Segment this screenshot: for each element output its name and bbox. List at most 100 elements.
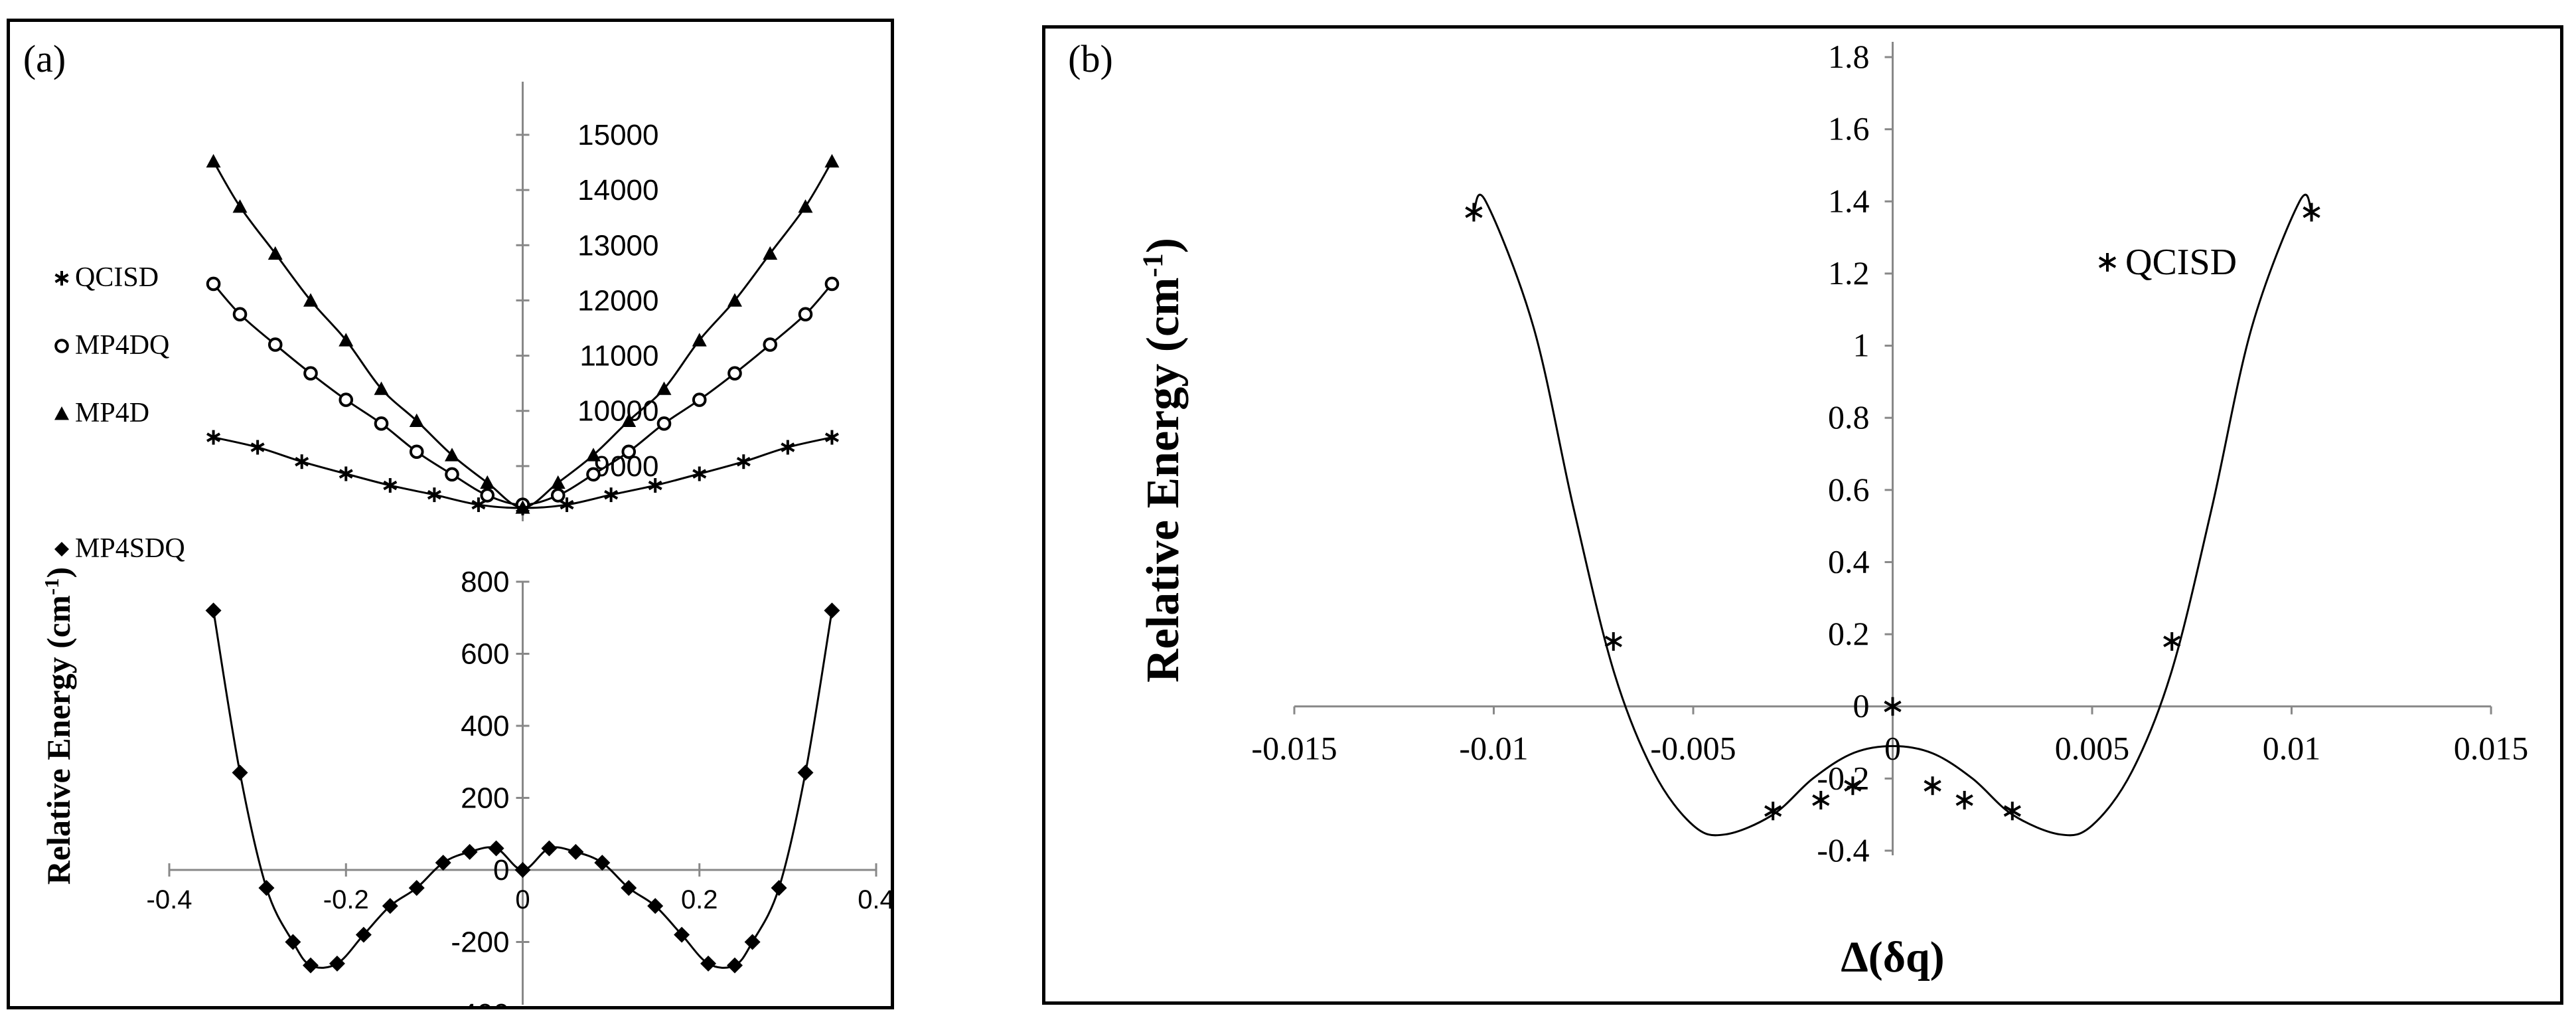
point-mp4d-shape: [206, 153, 221, 168]
point-mp4d: [409, 413, 424, 428]
point-mp4sdq: [727, 957, 743, 974]
point-qcisd-stroke: [1812, 794, 1830, 806]
point-mp4sdq-shape: [594, 855, 611, 871]
point-mp4sdq-shape: [461, 843, 478, 860]
point-mp4sdq: [258, 880, 275, 896]
point-mp4dq: [445, 467, 459, 482]
point-mp4sdq-shape: [232, 764, 248, 781]
y-tick-label-b: 0: [1853, 687, 1870, 724]
legend-marker-qcisd-b: [2098, 253, 2117, 272]
legend-marker-mp4dq-shape: [54, 339, 69, 353]
point-qcisd-stroke: [427, 489, 441, 500]
y-tick-label-b: 1.8: [1828, 38, 1870, 75]
point-mp4sdq-shape: [285, 934, 301, 950]
point-qcisd: [1844, 776, 1862, 796]
point-qcisd-stroke: [648, 480, 662, 491]
point-mp4sdq-shape: [824, 602, 840, 619]
point-mp4dq-shape: [692, 392, 707, 407]
point-mp4dq-shape: [824, 276, 840, 292]
point-mp4dq-shape: [303, 366, 318, 381]
point-mp4dq: [232, 307, 248, 322]
x-tick-label: 0.4: [858, 885, 891, 914]
point-mp4d: [339, 333, 354, 347]
point-mp4sdq-shape: [541, 840, 558, 857]
upper-y-tick-label: 10000: [577, 395, 658, 428]
point-mp4d-shape: [445, 448, 459, 462]
point-mp4d-shape: [339, 333, 354, 347]
point-qcisd: [339, 466, 353, 481]
point-mp4dq-shape: [656, 416, 672, 431]
point-mp4dq: [656, 416, 672, 431]
point-mp4sdq-shape: [408, 880, 425, 896]
point-qcisd: [648, 477, 662, 493]
point-mp4d: [621, 413, 637, 428]
point-mp4d: [763, 246, 778, 260]
y-tick-label-b: 1: [1853, 327, 1870, 364]
point-mp4dq-shape: [480, 488, 495, 503]
y-axis-label-a: Relative Energy (cm-1): [40, 567, 78, 885]
point-mp4dq: [727, 366, 742, 381]
y-tick-label-b: 0.2: [1828, 615, 1870, 652]
point-mp4sdq: [541, 840, 558, 857]
point-mp4dq-shape: [339, 392, 354, 407]
point-mp4d: [303, 293, 318, 307]
point-mp4sdq-shape: [303, 957, 319, 974]
point-mp4sdq: [303, 957, 319, 974]
point-qcisd-stroke: [2303, 206, 2320, 218]
x-tick-label-b: 0.01: [2263, 730, 2321, 767]
point-mp4dq-shape: [763, 337, 778, 352]
panel-label-a: (a): [23, 37, 66, 80]
point-mp4dq: [480, 488, 495, 503]
point-mp4dq: [206, 276, 221, 292]
point-mp4sdq: [594, 855, 611, 871]
point-mp4d: [727, 293, 742, 307]
point-qcisd: [383, 477, 398, 493]
point-qcisd: [2003, 802, 2021, 821]
point-mp4d-shape: [621, 413, 637, 428]
point-mp4sdq: [824, 602, 840, 619]
point-qcisd-stroke: [560, 499, 574, 510]
point-mp4d: [232, 199, 248, 213]
point-mp4d-shape: [232, 199, 248, 213]
point-mp4dq-shape: [374, 416, 389, 431]
legend-marker-mp4d-shape: [54, 406, 69, 420]
x-tick-label-b: 0.015: [2454, 730, 2529, 767]
point-mp4sdq: [435, 855, 451, 871]
point-mp4dq-shape: [267, 337, 283, 352]
point-mp4d: [515, 500, 530, 514]
y-axis-label-a-main: Relative Energy (cm: [40, 595, 77, 885]
point-qcisd-stroke: [383, 480, 398, 491]
lower-y-tick-label: 0: [493, 854, 509, 887]
chart-panel-b: (b) -0.4 -0.2 0 0.2 0.4 0.6 0.8 1 1.2 1.4 1.6 1.8 -0.…: [1042, 25, 2563, 1005]
chart-panel-a: (a)9000100001100012000130001400015000-40…: [7, 19, 894, 1009]
point-mp4d-shape: [303, 293, 318, 307]
point-qcisd-stroke: [1465, 206, 1483, 218]
point-qcisd: [1884, 697, 1902, 716]
point-mp4sdq-shape: [771, 880, 787, 896]
point-mp4dq: [267, 337, 283, 352]
y-axis-label-a-close: ): [40, 567, 77, 578]
point-mp4d-shape: [480, 475, 495, 489]
point-qcisd: [471, 497, 486, 513]
point-mp4sdq-shape: [258, 880, 275, 896]
x-tick-label: 0: [515, 885, 530, 914]
point-mp4sdq-shape: [674, 926, 690, 943]
point-mp4d-shape: [374, 381, 389, 395]
point-mp4d-shape: [586, 448, 601, 462]
lower-y-tick-label: 800: [461, 566, 509, 598]
point-mp4sdq: [285, 934, 301, 950]
point-mp4d: [267, 246, 283, 260]
y-tick-label-b: 1.6: [1828, 110, 1870, 147]
point-qcisd: [781, 440, 795, 455]
upper-y-tick-label: 12000: [577, 284, 658, 317]
y-tick-label-b: 0.6: [1828, 471, 1870, 508]
x-axis-label-b: Δ(δq): [1841, 933, 1944, 981]
point-mp4sdq-shape: [435, 855, 451, 871]
point-qcisd-stroke: [295, 456, 309, 467]
point-mp4dq-shape: [798, 307, 813, 322]
point-qcisd-stroke: [692, 469, 707, 479]
y-tick-label-b: 1.4: [1828, 182, 1870, 219]
point-mp4d-shape: [515, 500, 530, 514]
point-qcisd-stroke: [1924, 780, 1941, 792]
point-mp4d: [374, 381, 389, 395]
